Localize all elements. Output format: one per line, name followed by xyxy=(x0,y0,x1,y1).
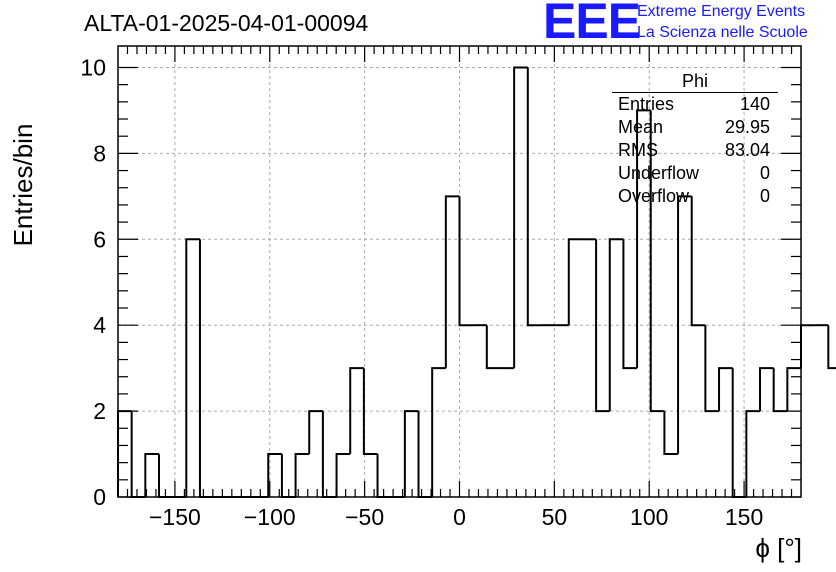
x-tick-label: 50 xyxy=(542,504,568,530)
histogram-bin xyxy=(308,410,323,455)
brand-line-1: Extreme Energy Events xyxy=(637,3,806,20)
stats-row-overflow: Overflow 0 xyxy=(612,185,778,208)
histogram-bin xyxy=(677,195,692,455)
y-tick-label: 8 xyxy=(93,140,106,166)
histogram-bin xyxy=(294,453,310,497)
histogram-bin xyxy=(649,110,665,413)
histogram-bin xyxy=(567,238,583,326)
y-tick-label: 6 xyxy=(93,226,106,252)
histogram-bin xyxy=(267,453,282,497)
histogram-bin xyxy=(321,411,337,498)
histogram-bin xyxy=(663,411,679,456)
stats-value: 140 xyxy=(739,94,770,114)
x-tick-label: 150 xyxy=(725,504,763,530)
stats-label: RMS xyxy=(618,140,658,160)
histogram-bin xyxy=(130,411,146,498)
x-axis-label: ϕ [°] xyxy=(755,533,802,563)
stats-row-entries: Entries 140 xyxy=(612,93,778,116)
histogram-bin xyxy=(198,239,214,498)
histogram-bin xyxy=(362,368,378,456)
histogram-bin xyxy=(786,367,801,412)
histogram-bin xyxy=(608,238,624,412)
y-axis-label: Entries/bin xyxy=(8,123,38,247)
x-tick-label: −150 xyxy=(149,504,201,530)
x-tick-label: −100 xyxy=(244,504,296,530)
histogram-bin xyxy=(417,411,433,498)
histogram-bin xyxy=(759,367,774,412)
stats-label: Entries xyxy=(618,94,675,114)
brand-line-2: La Scienza nelle Scuole xyxy=(637,24,808,41)
histogram-bin xyxy=(827,325,836,370)
histogram-bin xyxy=(444,195,460,369)
histogram-bin xyxy=(349,367,364,455)
histogram-bin xyxy=(745,410,761,497)
histogram-bin xyxy=(431,367,446,497)
stats-box: Phi Entries 140 Mean 29.95 RMS 83.04 Und… xyxy=(612,70,778,208)
histogram-bin xyxy=(376,454,392,498)
y-tick-label: 4 xyxy=(93,312,106,338)
histogram-bin xyxy=(636,109,651,369)
histogram-bin xyxy=(185,238,200,497)
histogram-bin xyxy=(718,367,733,412)
stats-label: Underflow xyxy=(618,163,700,183)
histogram-bin xyxy=(526,67,542,327)
histogram-bin xyxy=(335,453,351,497)
stats-value: 29.95 xyxy=(724,117,770,137)
stats-row-rms: RMS 83.04 xyxy=(612,139,778,162)
stats-row-mean: Mean 29.95 xyxy=(612,116,778,139)
x-tick-label: 100 xyxy=(630,504,668,530)
x-tick-label: 0 xyxy=(453,504,466,530)
stats-value: 83.04 xyxy=(724,140,770,160)
histogram-bin xyxy=(513,66,528,369)
y-tick-label: 10 xyxy=(80,54,106,80)
histogram-bin xyxy=(690,196,706,327)
stats-box-title: Phi xyxy=(612,70,778,93)
histogram-bin xyxy=(622,239,638,370)
y-tick-label: 2 xyxy=(93,398,106,424)
histogram-bin xyxy=(595,239,610,413)
histogram-bin xyxy=(704,325,720,413)
stats-label: Mean xyxy=(618,117,664,137)
y-tick-label: 0 xyxy=(93,484,106,510)
histogram-bin xyxy=(458,196,474,327)
histogram-bin xyxy=(485,325,501,370)
axis-tick-labels: −150 −100 −50 0 50 100 150 0 2 4 6 8 10 xyxy=(80,54,763,530)
histogram-bin xyxy=(144,453,159,497)
stats-row-underflow: Underflow 0 xyxy=(612,162,778,185)
histogram-bin xyxy=(772,368,788,413)
histogram-bin xyxy=(800,324,815,369)
histogram-title: ALTA-01-2025-04-01-00094 xyxy=(84,10,369,36)
axis-ticks xyxy=(118,46,801,498)
histogram-bin xyxy=(117,410,132,497)
eee-logo: EEE xyxy=(543,0,641,49)
stats-label: Overflow xyxy=(618,186,690,206)
histogram-bin xyxy=(403,410,419,497)
x-tick-label: −50 xyxy=(345,504,384,530)
stats-value: 0 xyxy=(759,186,770,206)
stats-value: 0 xyxy=(759,163,770,183)
